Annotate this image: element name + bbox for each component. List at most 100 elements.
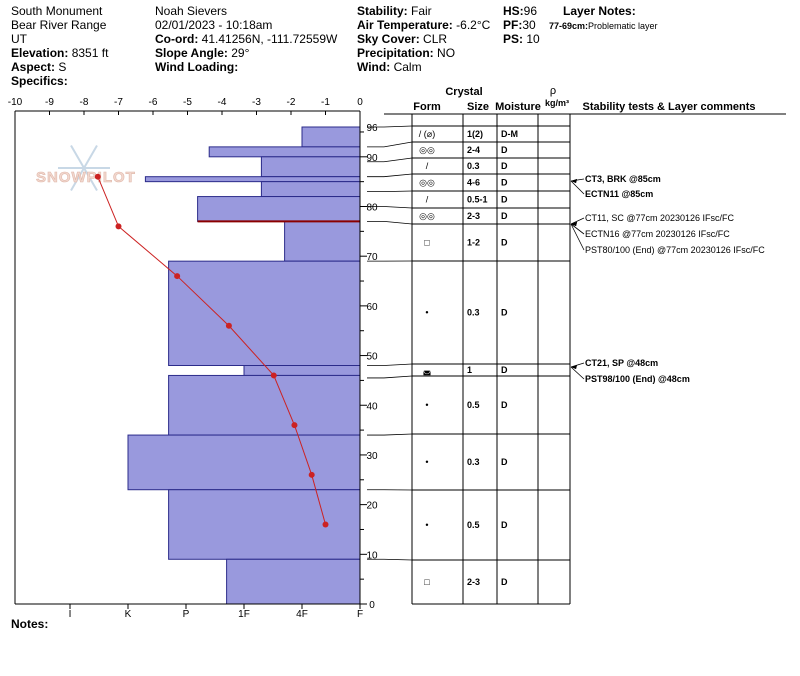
coord-value: 41.41256N, -111.72559W — [201, 32, 338, 46]
moisture: D — [501, 457, 508, 467]
temperature-tick-label: -3 — [252, 97, 261, 108]
test-arrowhead — [571, 179, 577, 183]
density-unit: kg/m³ — [545, 98, 569, 108]
hardness-bar — [226, 558, 361, 605]
wind-loading: Wind Loading: — [155, 60, 238, 74]
row-connector — [383, 125, 413, 128]
temperature-point — [270, 372, 277, 379]
crystal-size: 4-6 — [467, 178, 480, 188]
depth-tick-label: 90 — [366, 153, 378, 164]
test-arrowhead — [571, 222, 577, 226]
crystal-form: • — [425, 308, 428, 318]
density-rho: ρ — [550, 85, 556, 97]
moisture: D — [501, 365, 508, 375]
crystal-form: / (⌀) — [419, 129, 435, 139]
temperature-point — [308, 471, 315, 478]
moisture: D — [501, 161, 508, 171]
snowflake-arm — [70, 167, 85, 192]
stability-test: CT3, BRK @85cm — [585, 174, 661, 184]
stability-test: PST80/100 (End) @77cm 20230126 IFsc/FC — [585, 245, 765, 255]
crystal-form: □ — [424, 238, 430, 248]
sky-label: Sky Cover: — [357, 32, 420, 46]
crystal-header: Crystal — [445, 86, 482, 98]
test-leader — [570, 217, 585, 225]
temperature-point — [225, 322, 232, 329]
hardness-tick-label: F — [357, 609, 363, 620]
precip-label: Precipitation: — [357, 46, 434, 60]
crystal-form: ◎◎ — [419, 178, 435, 188]
crystal-form: ◎◎ — [419, 145, 435, 155]
snowflake-arm — [83, 167, 98, 192]
stability-test: CT11, SC @77cm 20230126 IFsc/FC — [585, 213, 735, 223]
test-leader — [570, 223, 585, 251]
aspect-value: S — [58, 60, 67, 74]
layer-note: 77-69cm:Problematic layer — [549, 19, 658, 33]
moisture: D — [501, 520, 508, 530]
test-arrowhead — [571, 365, 577, 369]
row-connector — [383, 157, 413, 163]
temperature-tick-label: 0 — [357, 97, 363, 108]
location: South Monument — [11, 4, 103, 18]
crystal-size: 0.5-1 — [467, 195, 488, 205]
temperature-point — [174, 273, 181, 280]
size-header: Size — [467, 101, 489, 113]
temperature-tick-label: -9 — [45, 97, 54, 108]
moisture: D — [501, 178, 508, 188]
temperature-tick-label: -10 — [8, 97, 23, 108]
slope-label: Slope Angle: — [155, 46, 228, 60]
wind-value: Calm — [393, 60, 422, 74]
specifics-label: Specifics: — [11, 74, 68, 88]
wind: Wind: Calm — [357, 60, 422, 74]
sky-cover: Sky Cover: CLR — [357, 32, 447, 46]
moisture: D — [501, 577, 508, 587]
crystal-form: / — [426, 195, 429, 205]
ps-label: PS: — [503, 32, 524, 46]
crystal-size: 0.5 — [467, 520, 480, 530]
coordinates: Co-ord: 41.41256N, -111.72559W — [155, 32, 337, 46]
moisture-header: Moisture — [495, 101, 541, 113]
aspect: Aspect: S — [11, 60, 66, 74]
row-connector — [383, 558, 413, 561]
hardness-tick-label: K — [125, 609, 132, 620]
depth-tick-label: 30 — [366, 451, 378, 462]
moisture: D — [501, 238, 508, 248]
moisture: D-M — [501, 129, 518, 139]
temperature-point — [322, 521, 329, 528]
observer: Noah Sievers — [155, 4, 228, 18]
stability-value: Fair — [411, 4, 432, 18]
hardness-bar — [168, 260, 361, 366]
crystal-form: / — [426, 161, 429, 171]
hardness-tick-label: 4F — [296, 609, 308, 620]
elevation-value: 8351 ft — [71, 46, 109, 60]
row-connector — [383, 190, 413, 192]
ps-value: 10 — [526, 32, 540, 46]
crystal-size: 0.3 — [467, 161, 480, 171]
hardness-bar — [260, 156, 361, 178]
temperature-line — [97, 176, 326, 525]
temperature-tick-label: -5 — [183, 97, 192, 108]
hardness-bar — [208, 146, 361, 158]
slope-angle: Slope Angle: 29° — [155, 46, 249, 60]
depth-tick-label: 20 — [366, 501, 378, 512]
row-connector — [383, 433, 413, 436]
layer-notes-label: Layer Notes: — [563, 4, 636, 18]
temperature-point — [291, 422, 298, 429]
hardness-tick-label: I — [69, 609, 72, 620]
hardness-bar — [284, 220, 361, 262]
air-temp-value: -6.2°C — [456, 18, 491, 32]
test-leader — [570, 223, 585, 235]
hardness-bar — [127, 434, 361, 491]
hardness-bar — [168, 374, 361, 436]
snowpilot-watermark: SNOWPILOT — [36, 144, 135, 192]
test-leader — [570, 180, 585, 195]
hs: HS:96 — [503, 4, 537, 18]
depth-tick-label: 96 — [366, 123, 378, 134]
hardness-bar — [243, 365, 361, 376]
state: UT — [11, 32, 27, 46]
pf: PF:30 — [503, 18, 536, 32]
hardness-bar — [144, 176, 361, 183]
hardness-bar — [301, 126, 361, 148]
notes-label: Notes: — [11, 617, 49, 631]
temperature-tick-label: -2 — [287, 97, 296, 108]
